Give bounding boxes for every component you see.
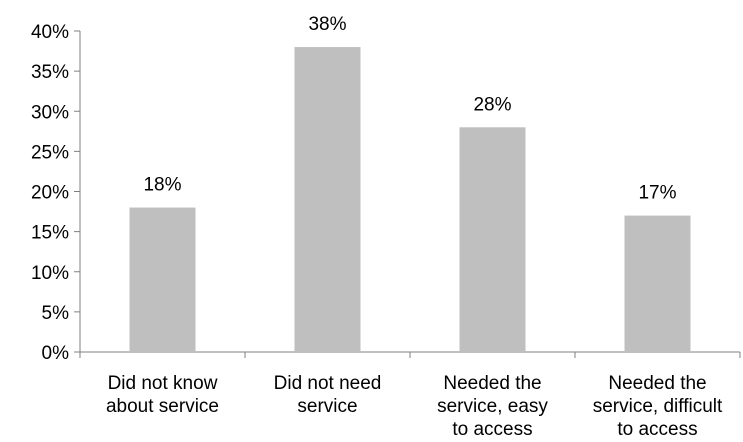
y-tick-label: 15% bbox=[31, 223, 69, 244]
y-tick-label: 0% bbox=[42, 343, 70, 364]
x-category-label: Needed the service, easy to access bbox=[437, 373, 548, 440]
data-label: 38% bbox=[308, 14, 346, 35]
x-category-label-line: Needed the bbox=[443, 373, 541, 394]
x-category-label-line: Did not need bbox=[274, 373, 382, 394]
data-label: 18% bbox=[143, 175, 181, 196]
y-tick-label: 30% bbox=[31, 102, 69, 123]
bar bbox=[624, 215, 691, 352]
data-label: 17% bbox=[638, 183, 676, 204]
chart-axes: 0% 5% 10% 15% 20% 25% 30% 35% 40% bbox=[31, 22, 741, 364]
x-category-label-line: service, difficult bbox=[593, 396, 723, 417]
y-tick-label: 20% bbox=[31, 183, 69, 204]
x-category-label-line: to access bbox=[452, 419, 532, 440]
x-category-label-line: service, easy bbox=[437, 396, 548, 417]
y-tick-label: 25% bbox=[31, 142, 69, 163]
data-label: 28% bbox=[473, 94, 511, 115]
x-category-label-line: to access bbox=[617, 419, 697, 440]
bar bbox=[294, 47, 361, 353]
y-tick-label: 10% bbox=[31, 263, 69, 284]
x-category-label: Needed the service, difficult to access bbox=[593, 373, 723, 440]
x-category-label-line: about service bbox=[106, 396, 219, 417]
chart-bars bbox=[129, 47, 691, 353]
y-tick-label: 5% bbox=[42, 303, 70, 324]
x-category-label-line: Did not know bbox=[108, 373, 218, 394]
x-category-label-line: service bbox=[297, 396, 357, 417]
x-category-label: Did not know about service bbox=[106, 373, 219, 417]
x-category-label-line: Needed the bbox=[608, 373, 706, 394]
bar bbox=[129, 207, 196, 352]
bar bbox=[459, 127, 526, 352]
x-category-label: Did not need service bbox=[274, 373, 382, 417]
chart-labels: 18% Did not know about service 38% Did not n… bbox=[106, 14, 723, 440]
y-tick-label: 40% bbox=[31, 22, 69, 43]
y-tick-label: 35% bbox=[31, 62, 69, 83]
